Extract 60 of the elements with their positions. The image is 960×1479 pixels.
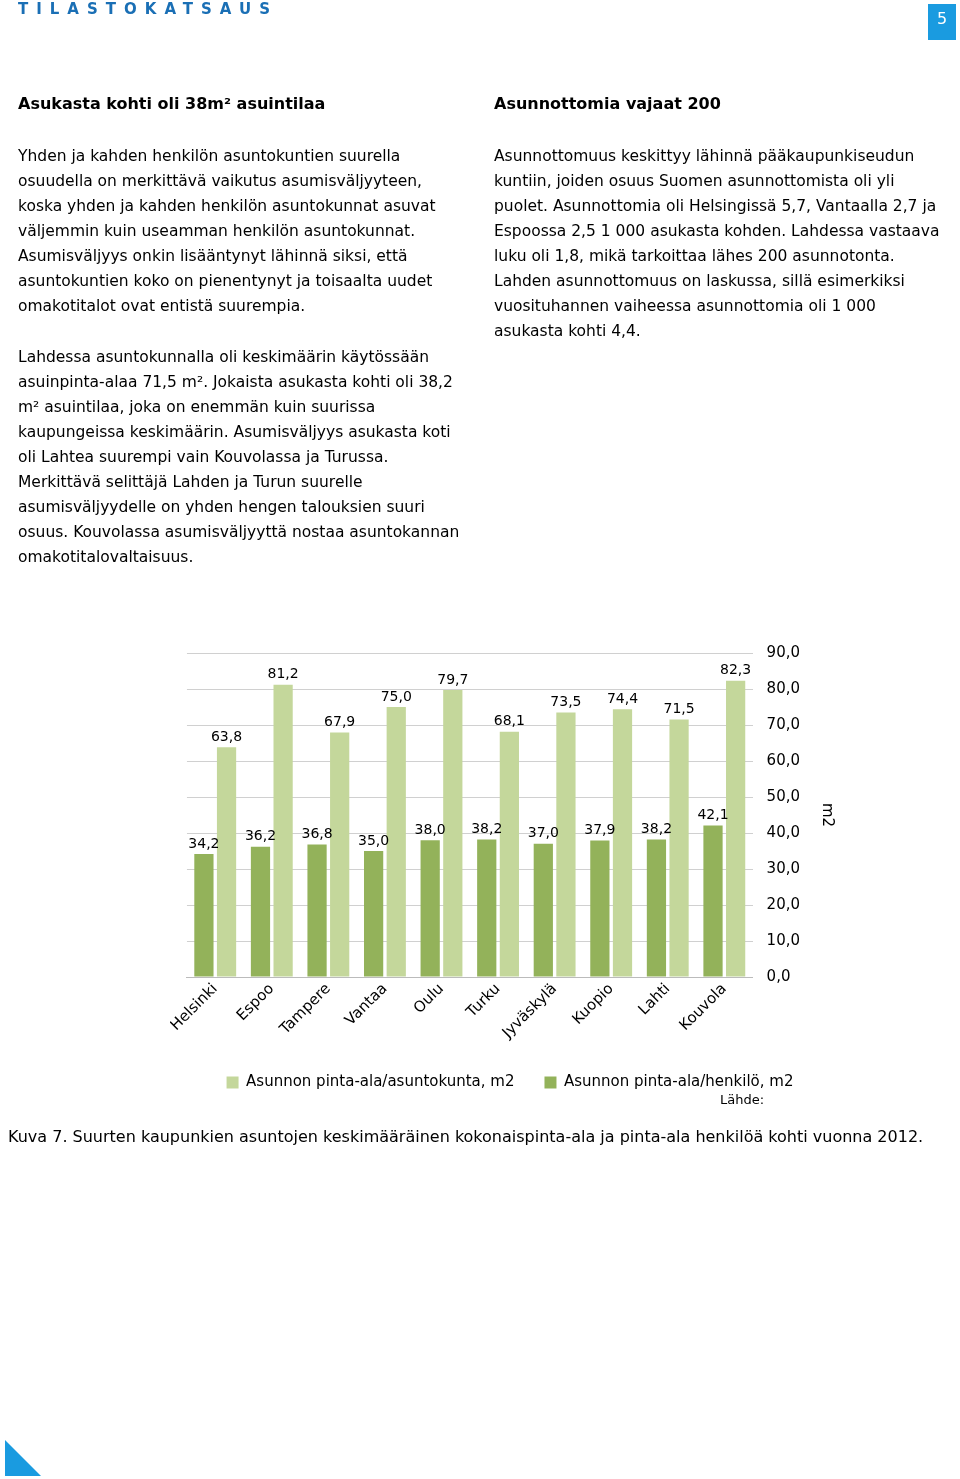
- data-label: 81,2: [267, 665, 299, 682]
- bar: [703, 825, 723, 977]
- y-tick-label: 40,0: [766, 822, 801, 841]
- data-label: 63,8: [210, 727, 243, 744]
- bar: [420, 840, 440, 977]
- data-label: 42,1: [697, 806, 729, 823]
- bar: [273, 684, 293, 977]
- y-tick-label: 0,0: [766, 966, 791, 985]
- data-label: 75,0: [380, 687, 412, 704]
- y-tick-label: 50,0: [766, 786, 801, 805]
- data-label: 82,3: [720, 661, 752, 678]
- bar: [443, 690, 463, 977]
- bar: [330, 732, 350, 977]
- text: Yhden ja kahden henkilön asuntokuntien suurella osuudella on merkittävä vaikutus asumisväljyyteen, koska yhden ja kahden henkilön asuntokunnat asuvat väljemmin kuin useamman henkilön asuntokunnat. Asumisväljyys onkin lisääntynyt lähinnä siksi, että asuntokuntien koko on pienentynyt ja toisaalta uudet omakotitalot ovat entistä suurempia.: [18, 146, 437, 317]
- data-label: 34,2: [188, 834, 220, 851]
- text: Lahdessa asuntokunnalla oli keskimäärin käytössään asuinpinta-alaa 71,5 m². Jokaista asukasta kohti oli 38,2 m² asuintilaa, joka on enemmän kuin suurissa kaupungeissa keskimäärin. Asumisväljyys asukasta koti oli Lahtea suurempi vain Kouvolassa ja Turussa. Merkittävä selittäjä Lahden ja Turun suurelle asumisväljyydelle on yhden hengen talouksien suuri osuus. Kouvolassa asumisväljyyttä nostaa asuntokannan omakotitalovaltaisuus.: [18, 348, 460, 566]
- y-tick-label: 70,0: [766, 714, 801, 733]
- data-label: 73,5: [550, 693, 582, 710]
- bar: [216, 747, 237, 977]
- bar: [499, 731, 519, 977]
- legend-label: Asunnon pinta-ala/henkilö, m2: [563, 1072, 794, 1091]
- data-label: 35,0: [358, 831, 390, 848]
- bar: [307, 844, 327, 977]
- text: Asunnottomuus keskittyy lähinnä pääkaupunkiseudun kuntiin, joiden osuus Suomen asunnottomista oli yli puolet. Asunnottomia oli Helsingissä 5,7, Vantaalla 2,7 ja Espoossa 2,5 1 000 asukasta kohden. Lahdessa vastaava luku oli 1,8, mikä tarkoittaa lähes 200 asunnotonta. Lahden asunnottomuus on laskussa, sillä esimerkiksi vuosituhannen vaiheessa asunnottomia oli 1 000 asukasta kohti 4,4.: [494, 146, 941, 342]
- bar: [533, 843, 553, 977]
- data-label: 38,2: [471, 820, 503, 837]
- legend-label: Asunnon pinta-ala/asuntokunta, m2: [246, 1072, 515, 1091]
- text: Lähde:: [720, 1092, 765, 1107]
- text: Asunnottomia vajaat 200: [494, 94, 722, 113]
- data-label: 36,8: [301, 825, 333, 842]
- bar: [726, 680, 746, 977]
- data-label: 36,2: [244, 827, 277, 844]
- y-tick-label: 10,0: [766, 930, 801, 949]
- bar: [646, 839, 667, 977]
- bar: [250, 846, 271, 977]
- y-tick-label: 60,0: [766, 750, 801, 769]
- data-label: 37,9: [584, 821, 616, 838]
- y-tick-label: 90,0: [766, 642, 801, 661]
- text: Kuva 7. Suurten kaupunkien asuntojen keskimääräinen kokonaispinta-ala ja pinta-ala henkilöä kohti vuonna 2012.: [8, 1126, 925, 1148]
- bar: [477, 839, 497, 977]
- data-label: 71,5: [663, 700, 695, 717]
- bar: [194, 853, 214, 977]
- data-label: 38,2: [640, 820, 673, 837]
- data-label: 68,1: [493, 712, 525, 729]
- bar: [556, 712, 576, 977]
- data-label: 38,0: [414, 820, 446, 837]
- bar: [669, 719, 689, 977]
- bar: [590, 840, 610, 977]
- data-label: 67,9: [324, 713, 356, 730]
- y-tick-label: 80,0: [766, 678, 801, 697]
- y-axis-title: m2: [819, 802, 838, 828]
- y-tick-label: 20,0: [766, 894, 801, 913]
- data-label: 79,7: [437, 670, 469, 687]
- text: Asukasta kohti oli 38m² asuintilaa: [18, 94, 327, 113]
- y-tick-label: 30,0: [766, 858, 801, 877]
- data-label: 74,4: [606, 689, 639, 706]
- bar: [364, 851, 384, 977]
- text: 5: [928, 4, 956, 40]
- data-label: 37,0: [527, 824, 559, 841]
- text: TILASTOKATSAUS: [18, 0, 279, 18]
